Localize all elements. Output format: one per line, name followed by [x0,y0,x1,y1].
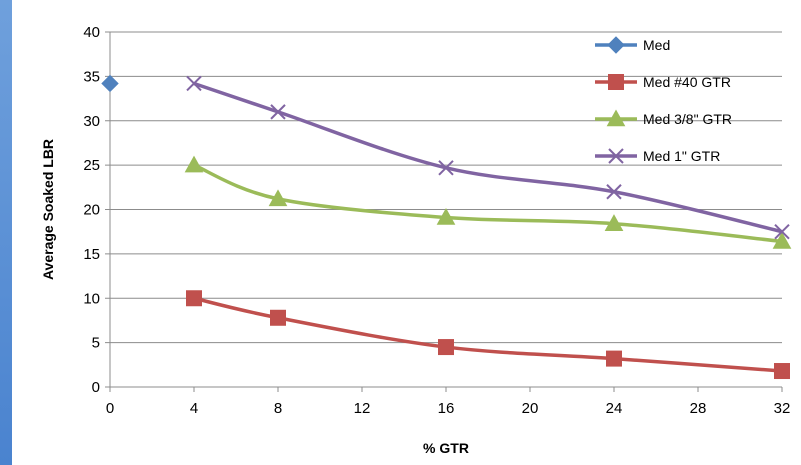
y-tick-label: 15 [83,246,100,263]
y-tick-label: 40 [83,24,100,41]
series-line [193,296,783,373]
y-tick-label: 5 [92,335,100,352]
series-group [101,74,792,380]
legend-marker [607,36,625,54]
data-point [606,350,622,367]
data-point [438,339,454,356]
data-point [774,223,790,240]
legend-label: Med [643,37,670,53]
legend-entry: Med #40 GTR [595,74,731,90]
y-tick-label: 10 [83,290,100,307]
axes: 0 5 10 15 20 25 30 35 40 0 4 8 12 16 20 24 28 32 [83,24,790,417]
gridlines [110,31,782,388]
data-point [268,189,288,207]
legend-marker [606,109,626,127]
x-tick-label: 20 [522,400,539,417]
series-2 [184,155,792,249]
x-tick-label: 8 [274,400,282,417]
series-1 [186,290,790,380]
x-tick-label: 4 [190,400,198,417]
series-0 [101,74,119,93]
x-marker-stroke [186,75,202,92]
x-tick-label: 24 [606,400,623,417]
data-point [604,214,624,231]
legend-marker [608,148,624,164]
x-tick-label: 16 [438,400,455,417]
y-tick-label: 25 [83,157,100,174]
data-point [438,160,454,176]
y-tick-label: 20 [83,202,100,219]
legend-label: Med 1" GTR [643,148,720,164]
data-point [186,75,202,92]
legend-label: Med 3/8" GTR [643,111,732,127]
x-marker-stroke [608,148,624,164]
y-tick-label: 35 [83,68,100,85]
data-point [774,363,790,380]
legend-label: Med #40 GTR [643,74,731,90]
x-axis-title: % GTR [423,440,469,456]
data-point [101,74,119,93]
legend-entry: Med 1" GTR [595,148,720,164]
legend: Med Med #40 GTR Med 3/8" GTR Med 1" GTR [595,36,732,164]
x-tick-label: 12 [354,400,371,417]
x-tick-label: 28 [690,400,707,417]
x-tick-label: 32 [774,400,791,417]
data-point [606,184,622,200]
series-line [193,81,783,234]
y-tick-label: 0 [92,379,100,396]
legend-marker [608,74,624,90]
y-tick-label: 30 [83,113,100,130]
x-tick-label: 0 [106,400,114,417]
data-point [772,231,792,249]
x-marker-stroke [270,104,286,120]
x-marker-stroke [606,184,622,200]
legend-entry: Med [595,36,670,54]
legend-entry: Med 3/8" GTR [595,109,732,127]
x-marker-stroke [438,160,454,176]
x-marker-stroke [774,223,790,240]
data-point [436,207,456,225]
data-point [184,155,204,173]
series-3 [186,75,790,240]
data-point [270,104,286,120]
data-point [186,290,202,307]
data-point [270,309,286,326]
y-axis-title: Average Soaked LBR [40,139,56,280]
